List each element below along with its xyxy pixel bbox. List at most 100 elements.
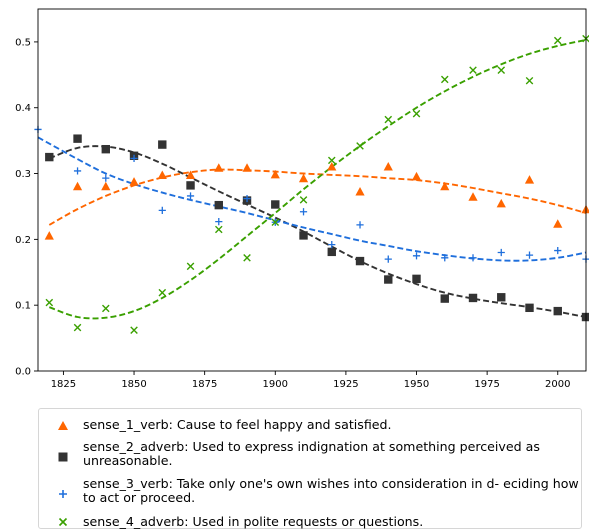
sense-2-adverb-point: [101, 144, 110, 154]
sense-4-adverb-point: [130, 326, 138, 334]
sense-3-verb-point: [554, 246, 562, 255]
sense-3-verb-point: [412, 252, 421, 260]
sense-2-adverb-point: [440, 294, 449, 303]
sense-3-verb-point: [384, 255, 392, 263]
sense-1-verb-point: [581, 204, 589, 214]
sense-4-adverb-point: [299, 196, 308, 204]
sense-4-adverb-point: [243, 253, 251, 262]
sense-4-adverb-point: [525, 76, 534, 85]
sense-4-adverb-point: [327, 156, 336, 165]
sense-4-adverb-point: [214, 225, 223, 234]
legend-plus-marker-icon: [59, 490, 67, 498]
x-tick-label: 1825: [51, 379, 76, 390]
sense-4-adverb-point: [469, 66, 477, 75]
sense-2-adverb-point: [299, 231, 308, 240]
sense-2-adverb-point: [271, 200, 280, 209]
legend-square-marker-icon: [58, 452, 68, 462]
sense-4-adverb-point: [412, 109, 421, 118]
sense-3-verb-point: [215, 217, 223, 226]
sense-3-verb-trend-line: [37, 136, 587, 262]
sense-1-verb-point: [440, 181, 450, 191]
x-tick-label: 1950: [404, 379, 429, 390]
chart-canvas: 1825 1850 1875 1900 1925 1950 1975 2000 0.0 0.1 0.…: [15, 8, 589, 390]
sense-4-adverb-trend-line: [48, 38, 587, 320]
sense-3-verb-point: [186, 192, 195, 200]
sense-1-verb-point: [524, 175, 535, 184]
x-tick-label: 1875: [192, 379, 217, 390]
legend-label-sense-3: sense_3_verb: Take only one's own wishes…: [83, 476, 579, 505]
sense-3-verb-point: [469, 254, 477, 262]
chart-marks: [34, 34, 589, 334]
sense-3-verb-point: [299, 208, 308, 216]
sense-1-verb-trend-line: [48, 168, 587, 226]
sense-1-verb-point: [44, 231, 54, 240]
sense-1-verb-point: [185, 170, 196, 180]
sense-3-verb-point: [130, 154, 138, 163]
sense-2-adverb-point: [327, 247, 336, 257]
sense-4-adverb-point: [101, 304, 110, 313]
sense-4-adverb-point: [45, 298, 54, 307]
sense-2-adverb-point: [553, 306, 562, 316]
sense-2-adverb-point: [581, 312, 589, 322]
sense-2-adverb-point: [186, 181, 195, 190]
x-tick-label: 1975: [474, 379, 499, 390]
sense-2-adverb-point: [497, 293, 506, 302]
sense-4-adverb-point: [356, 142, 364, 150]
sense-2-adverb-point: [468, 293, 478, 303]
sense-1-verb-point: [157, 170, 167, 180]
legend: sense_1_verb: Cause to feel happy and sa…: [38, 408, 582, 529]
sense-2-adverb-point: [384, 275, 393, 284]
sense-2-adverb-point: [355, 256, 365, 266]
legend-label-sense-4: sense_4_adverb: Used in polite requests …: [83, 514, 424, 529]
chart-axes: 1825 1850 1875 1900 1925 1950 1975 2000 0.0 0.1 0.…: [15, 8, 587, 390]
sense-2-adverb-point: [525, 303, 534, 313]
y-tick-label: 0.3: [15, 169, 31, 180]
sense-3-verb-point: [441, 254, 449, 262]
plot-frame: [37, 8, 587, 372]
sense-4-adverb-point: [384, 115, 393, 124]
sense-4-adverb-point: [440, 75, 449, 84]
sense-3-verb-point: [525, 251, 534, 259]
sense-1-verb-point: [129, 177, 139, 186]
y-tick-label: 0.1: [15, 301, 31, 312]
x-tick-label: 1900: [263, 379, 288, 390]
legend-x-marker-icon: [58, 517, 68, 527]
sense-1-verb-point: [553, 219, 563, 228]
legend-triangle-marker-icon: [58, 421, 68, 430]
sense-4-adverb-point: [271, 218, 280, 227]
x-tick-label: 1850: [121, 379, 146, 390]
x-tick-label: 2000: [545, 379, 570, 390]
sense-3-verb-point: [328, 241, 336, 249]
sense-1-verb-point: [496, 198, 506, 208]
sense-2-adverb-point: [73, 134, 82, 143]
sense-3-verb-point: [73, 167, 82, 175]
sense-1-verb-point: [242, 163, 252, 172]
sense-2-adverb-point: [412, 274, 421, 284]
sense-1-verb-point: [355, 186, 365, 196]
sense-3-verb-point: [243, 194, 251, 203]
y-tick-label: 0.2: [15, 235, 31, 246]
sense-4-adverb-point: [158, 288, 167, 297]
sense-4-adverb-point: [186, 262, 195, 271]
sense-1-verb-point: [214, 163, 224, 172]
sense-4-adverb-point: [553, 36, 562, 45]
sense-1-verb-point: [72, 181, 83, 191]
sense-2-adverb-point: [158, 140, 167, 149]
sense-4-adverb-point: [497, 66, 506, 75]
sense-3-verb-point: [158, 206, 166, 215]
sense-1-verb-point: [468, 192, 478, 201]
sense-1-verb-point: [411, 171, 422, 181]
y-tick-label: 0.0: [15, 367, 31, 378]
sense-2-adverb-point: [214, 200, 223, 210]
sense-2-adverb-trend-line: [48, 145, 587, 318]
sense-1-verb-point: [270, 169, 280, 179]
sense-3-verb-point: [497, 248, 505, 257]
y-tick-label: 0.5: [15, 37, 31, 48]
sense-1-verb-point: [383, 161, 393, 171]
sense-1-verb-point: [298, 173, 309, 183]
sense-3-verb-point: [356, 221, 364, 229]
sense-3-verb-point: [102, 174, 110, 182]
y-tick-label: 0.4: [15, 103, 31, 114]
sense-1-verb-point: [327, 161, 337, 171]
x-tick-label: 1925: [333, 379, 358, 390]
